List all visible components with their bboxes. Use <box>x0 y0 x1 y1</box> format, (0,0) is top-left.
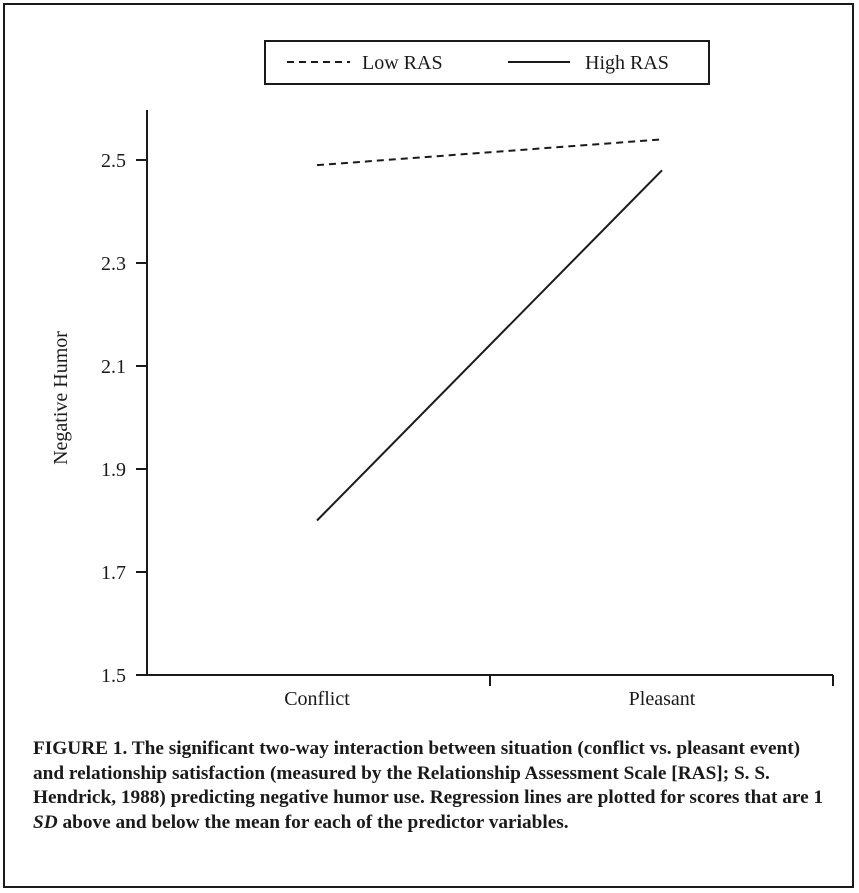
legend-label-low-ras: Low RAS <box>362 52 443 74</box>
x-tick-label: Pleasant <box>629 688 696 710</box>
caption-text-2: above and below the mean for each of the… <box>57 811 569 833</box>
y-ticks: 1.5 1.7 1.9 2.1 2.3 2.5 <box>101 150 147 687</box>
x-tick-label: Conflict <box>284 688 350 710</box>
y-tick-label: 2.5 <box>101 150 126 172</box>
legend: Low RAS High RAS <box>264 40 710 85</box>
x-tick-labels: Conflict Pleasant <box>284 688 696 710</box>
y-tick-label: 1.7 <box>101 562 126 584</box>
y-tick-label: 2.3 <box>101 253 126 275</box>
series-line-high-ras <box>316 169 663 522</box>
figure-frame <box>3 3 854 888</box>
legend-label-high-ras: High RAS <box>585 52 669 74</box>
series-lines <box>316 138 663 522</box>
y-tick-label: 2.1 <box>101 356 126 378</box>
y-tick-label: 1.9 <box>101 459 126 481</box>
series-line-low-ras <box>316 138 663 167</box>
y-tick-label: 1.5 <box>101 665 126 687</box>
figure-caption: FIGURE 1. The significant two-way intera… <box>33 737 833 835</box>
legend-box <box>264 40 710 85</box>
caption-sd: SD <box>33 811 58 833</box>
y-axis-label: Negative Humor <box>50 331 72 465</box>
caption-text-1: FIGURE 1. The significant two-way intera… <box>33 738 824 808</box>
